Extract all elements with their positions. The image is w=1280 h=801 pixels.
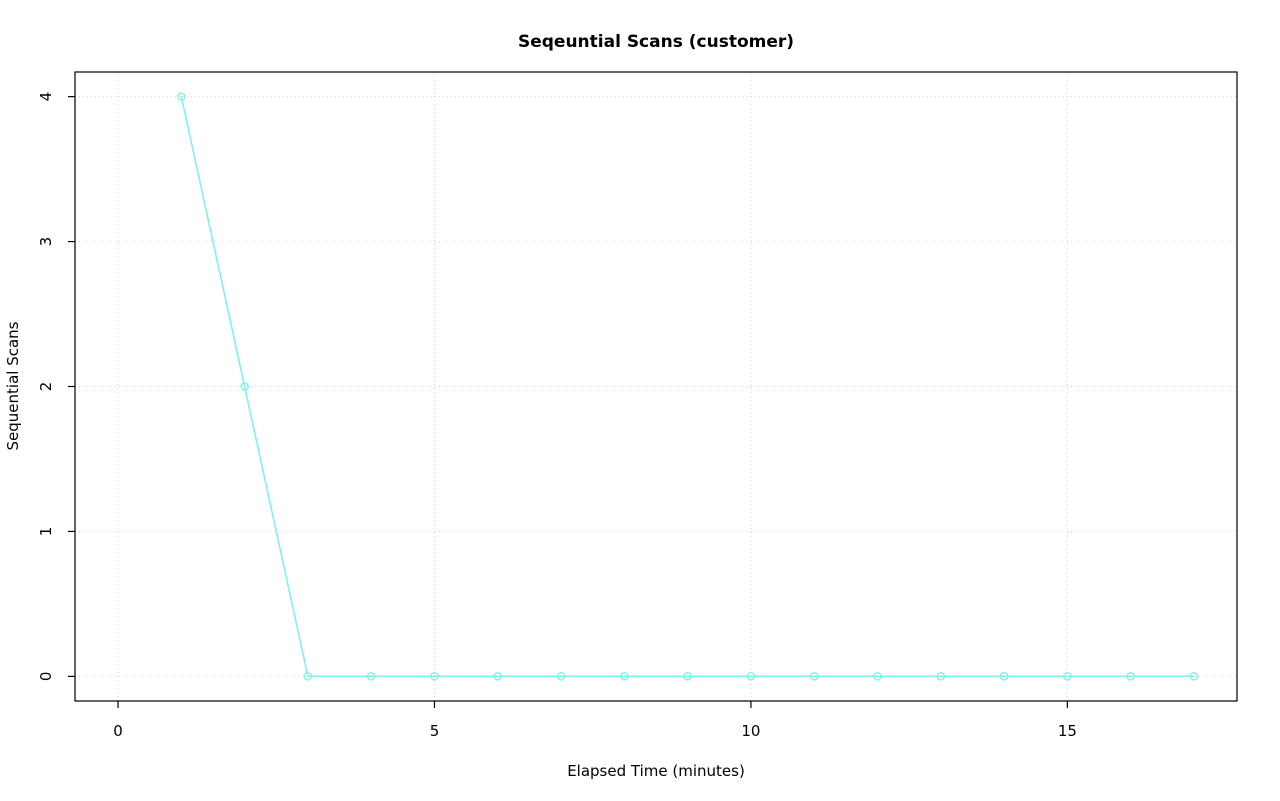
y-axis-label: Sequential Scans bbox=[4, 321, 22, 450]
data-point bbox=[620, 672, 629, 681]
data-point bbox=[303, 672, 313, 681]
data-point bbox=[1189, 672, 1199, 681]
x-axis: 0 5 10 15 bbox=[113, 701, 1077, 740]
x-tick-label: 5 bbox=[430, 722, 440, 740]
data-point bbox=[240, 382, 249, 391]
data-point bbox=[683, 672, 692, 681]
x-tick-label: 0 bbox=[113, 722, 123, 740]
data-point bbox=[809, 672, 819, 681]
x-tick-label: 10 bbox=[741, 722, 760, 740]
series-line bbox=[180, 95, 1195, 678]
data-point bbox=[873, 672, 882, 681]
chart-title: Seqeuntial Scans (customer) bbox=[517, 32, 795, 52]
y-axis: 0 1 2 3 4 bbox=[37, 92, 75, 681]
data-point bbox=[430, 672, 439, 681]
data-point bbox=[936, 672, 946, 681]
data-point bbox=[999, 672, 1009, 681]
data-point bbox=[1126, 672, 1135, 681]
data-point bbox=[177, 92, 186, 101]
grid-lines bbox=[75, 72, 1237, 701]
data-point bbox=[746, 672, 756, 681]
y-tick-label: 1 bbox=[37, 527, 55, 537]
data-point bbox=[556, 672, 566, 681]
data-point-markers bbox=[177, 92, 1199, 681]
data-point bbox=[1063, 672, 1072, 681]
x-axis-label: Elapsed Time (minutes) bbox=[567, 762, 745, 780]
y-tick-label: 4 bbox=[37, 92, 55, 102]
x-tick-label: 15 bbox=[1058, 722, 1077, 740]
y-tick-label: 3 bbox=[37, 237, 55, 247]
data-point bbox=[366, 672, 376, 681]
data-point bbox=[493, 672, 503, 681]
y-tick-label: 2 bbox=[37, 382, 55, 392]
y-tick-label: 0 bbox=[37, 672, 55, 682]
